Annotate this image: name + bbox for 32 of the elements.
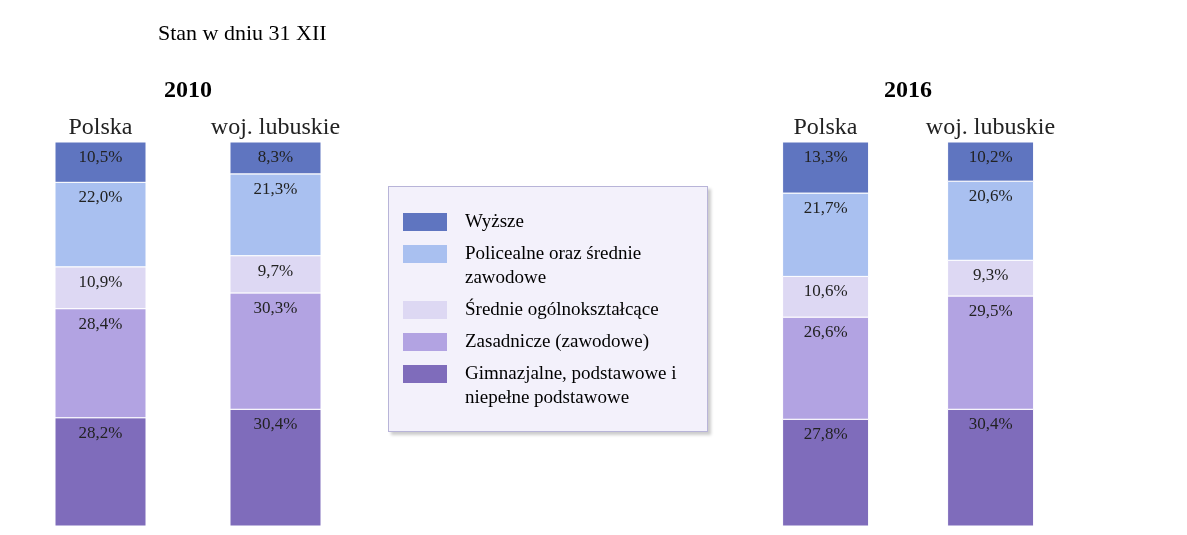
legend-label: Gimnazjalne, podstawowe i niepełne podstawowe [465, 361, 678, 409]
chart-title: 2010 [163, 76, 213, 104]
data-label: 10,2% [968, 147, 1013, 166]
x-tick-label: woj. lubuskie [210, 113, 341, 139]
data-label: 9,7% [257, 260, 294, 280]
data-label: 21,3% [253, 178, 298, 198]
legend-label: Średnie ogólnokształcące [465, 297, 659, 321]
data-label: 21,7% [803, 198, 848, 218]
legend-label: Zasadnicze (zawodowe) [465, 329, 650, 353]
data-label: 29,5% [968, 300, 1013, 320]
data-label: 8,3% [257, 147, 294, 166]
legend-label: Policealne oraz średnie zawodowe [465, 241, 643, 289]
x-tick-label: woj. lubuskie [925, 113, 1056, 139]
chart-subtitle: Stan w dniu 31 XII [158, 19, 328, 47]
data-label: 30,3% [253, 297, 298, 317]
data-label: 28,2% [78, 422, 123, 442]
x-tick-label: Polska [793, 113, 858, 139]
chart-title: 2016 [883, 76, 933, 104]
data-label: 10,5% [78, 147, 123, 166]
data-label: 10,9% [78, 271, 123, 291]
data-label: 26,6% [803, 322, 848, 342]
data-label: 13,3% [803, 147, 848, 166]
data-label: 28,4% [78, 313, 123, 333]
data-label: 20,6% [968, 186, 1013, 206]
data-label: 10,6% [803, 281, 848, 301]
data-label: 30,4% [968, 414, 1013, 434]
data-label: 27,8% [803, 424, 848, 444]
data-label: 30,4% [253, 414, 298, 434]
x-tick-label: Polska [68, 113, 133, 139]
data-label: 22,0% [78, 187, 123, 207]
legend-label: Wyższe [465, 209, 524, 233]
data-label: 9,3% [972, 265, 1009, 285]
